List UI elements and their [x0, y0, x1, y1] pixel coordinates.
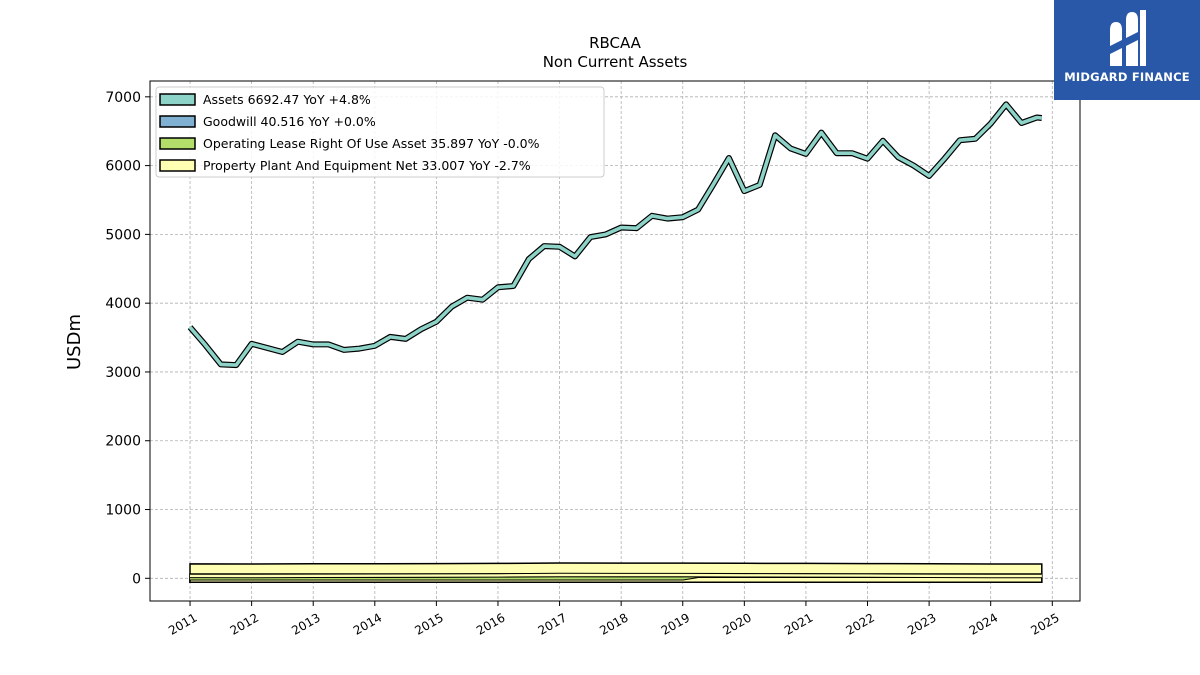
- legend-swatch: [159, 93, 196, 106]
- x-tick-label: 2022: [844, 610, 877, 637]
- legend-swatch: [159, 115, 196, 128]
- legend-swatch: [159, 159, 196, 172]
- x-tick-label: 2024: [967, 610, 1000, 637]
- x-tick-label: 2015: [412, 610, 445, 637]
- x-tick-label: 2019: [659, 610, 692, 637]
- x-tick-label: 2016: [474, 610, 507, 637]
- series-line-stroke: [189, 573, 1042, 578]
- y-tick-label: 7000: [105, 90, 141, 106]
- midgard-finance-logo: MIDGARD FINANCE: [1054, 0, 1200, 100]
- chart-title: RBCAA: [589, 34, 642, 52]
- logo-mark-icon: [1110, 10, 1146, 66]
- series-line-stroke: [188, 102, 1042, 367]
- y-tick-label: 2000: [105, 434, 141, 450]
- y-tick-label: 4000: [105, 296, 141, 312]
- x-tick-label: 2025: [1028, 610, 1061, 637]
- y-tick-label: 0: [132, 571, 141, 587]
- legend-entry: Goodwill 40.516 YoY +0.0%: [203, 114, 376, 129]
- y-axis-label: USDm: [64, 314, 85, 370]
- x-axis: 2011 2012 2013 2014 2015 2016 2017 2018 2019 2020…: [166, 601, 1062, 638]
- series-lines: [187, 101, 1043, 581]
- x-tick-label: 2018: [597, 610, 630, 637]
- y-axis: 0 1000 2000 3000 4000 5000 6000 7000: [105, 90, 150, 587]
- legend-entry: Operating Lease Right Of Use Asset 35.89…: [203, 136, 540, 151]
- legend-box: [155, 86, 605, 178]
- y-tick-label: 1000: [105, 503, 141, 519]
- x-tick-label: 2020: [720, 610, 753, 637]
- x-tick-label: 2017: [536, 610, 569, 637]
- y-tick-label: 5000: [105, 227, 141, 243]
- y-tick-label: 3000: [105, 365, 141, 381]
- x-tick-label: 2021: [782, 610, 815, 637]
- x-tick-label: 2014: [351, 610, 384, 637]
- series-line-assets: [187, 101, 1043, 369]
- x-tick-label: 2013: [289, 610, 322, 637]
- x-tick-label: 2012: [228, 610, 261, 637]
- x-tick-label: 2023: [905, 610, 938, 637]
- x-tick-label: 2011: [166, 610, 199, 637]
- y-tick-label: 6000: [105, 159, 141, 175]
- logo-text: MIDGARD FINANCE: [1064, 70, 1190, 84]
- series-line-property-plant-and-equipment-net: [189, 572, 1042, 579]
- legend: Assets 6692.47 YoY +4.8% Goodwill 40.516 …: [155, 86, 605, 178]
- plot-frame: [149, 80, 1081, 602]
- legend-entry: Property Plant And Equipment Net 33.007 …: [203, 158, 531, 173]
- chart-subtitle: Non Current Assets: [543, 53, 688, 71]
- legend-swatch: [159, 137, 196, 150]
- legend-entry: Assets 6692.47 YoY +4.8%: [203, 92, 371, 107]
